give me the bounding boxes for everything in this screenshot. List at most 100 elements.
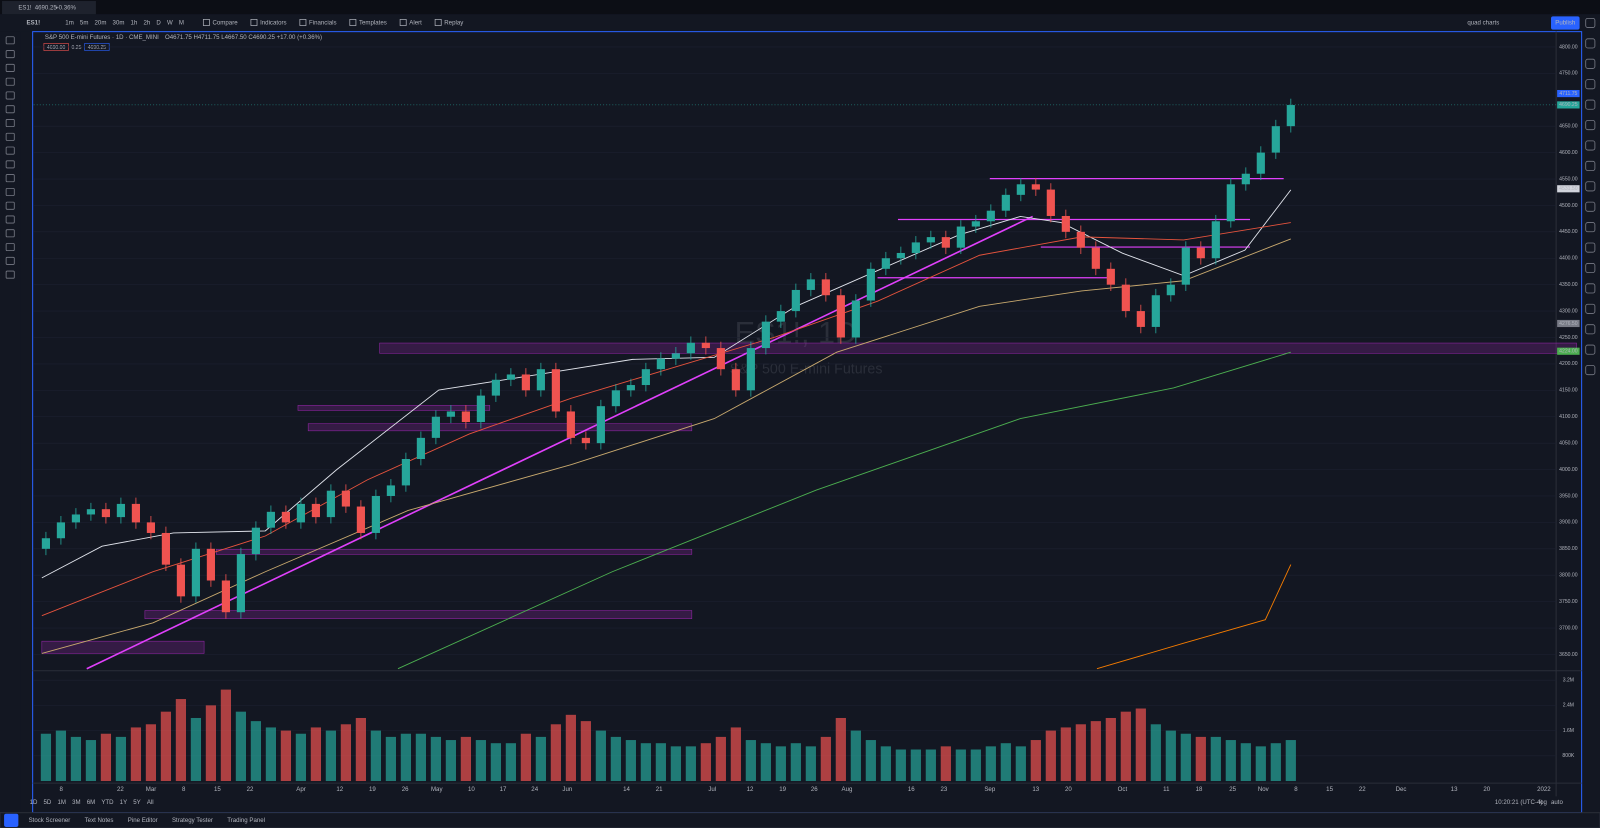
tool-icon[interactable] — [5, 229, 15, 238]
range-button[interactable]: All — [147, 799, 154, 806]
range-button[interactable]: 6M — [87, 799, 95, 806]
range-button[interactable]: 5Y — [133, 799, 140, 806]
toolbar-icon[interactable] — [250, 19, 258, 26]
interval[interactable]: 20m — [95, 20, 107, 27]
volume-bar — [730, 727, 741, 782]
time-label: 8 — [60, 786, 64, 793]
interval[interactable]: 1m — [65, 20, 73, 27]
toolbar-button[interactable]: Alert — [409, 20, 422, 27]
side-icon[interactable] — [1585, 140, 1596, 151]
range-button[interactable]: 1Y — [120, 799, 127, 806]
tool-icon[interactable] — [5, 132, 15, 141]
volume-bar — [340, 724, 351, 782]
tool-icon[interactable] — [5, 146, 15, 155]
side-icon[interactable] — [1585, 99, 1596, 110]
side-icon[interactable] — [1585, 242, 1596, 253]
volume-bar — [760, 743, 771, 782]
tool-icon[interactable] — [5, 174, 15, 183]
toolbar-button[interactable]: Replay — [444, 20, 464, 27]
publish-label[interactable]: Publish — [1555, 20, 1575, 27]
side-icon[interactable] — [1585, 344, 1596, 355]
bottom-tab[interactable]: Pine Editor — [128, 817, 158, 824]
toolbar-button[interactable]: Indicators — [260, 20, 286, 27]
interval[interactable]: M — [179, 20, 184, 27]
range-button[interactable]: 3M — [72, 799, 80, 806]
toolbar-button[interactable]: Templates — [359, 20, 387, 27]
interval[interactable]: 5m — [80, 20, 88, 27]
tool-icon[interactable] — [5, 105, 15, 114]
candle-body — [731, 369, 740, 391]
tool-icon[interactable] — [5, 50, 15, 59]
tool-icon[interactable] — [5, 187, 15, 196]
bottom-left-button[interactable] — [4, 813, 19, 827]
interval[interactable]: 2h — [143, 20, 150, 27]
range-button[interactable]: 1M — [57, 799, 65, 806]
toolbar-symbol[interactable]: ES1! — [27, 20, 41, 27]
bottom-tab[interactable]: Trading Panel — [227, 817, 265, 824]
scale-option[interactable]: log — [1539, 799, 1547, 806]
side-icon[interactable] — [1585, 324, 1596, 335]
interval[interactable]: 1h — [131, 20, 138, 27]
layout-name[interactable]: quad charts — [1467, 20, 1499, 27]
time-label: 26 — [811, 786, 818, 793]
side-icon[interactable] — [1585, 262, 1596, 274]
toolbar-icon[interactable] — [299, 19, 307, 26]
interval[interactable]: D — [156, 20, 161, 27]
tool-icon[interactable] — [5, 160, 15, 169]
toolbar-icon[interactable] — [349, 19, 357, 26]
tool-icon[interactable] — [5, 77, 15, 86]
side-icon[interactable] — [1585, 17, 1596, 28]
tool-icon[interactable] — [5, 243, 15, 252]
price-tag-label: 4276.50 — [1559, 321, 1578, 327]
toolbar-icon[interactable] — [399, 19, 407, 26]
side-icon[interactable] — [1585, 120, 1596, 131]
volume-bar — [310, 727, 321, 782]
toolbar-button[interactable]: Compare — [213, 20, 239, 27]
side-icon[interactable] — [1585, 222, 1596, 233]
time-label: 8 — [182, 786, 186, 793]
bottom-tab[interactable]: Stock Screener — [29, 817, 71, 824]
time-label: Dec — [1396, 786, 1407, 793]
side-icon[interactable] — [1585, 365, 1596, 376]
y-tick-label: 3900.00 — [1559, 520, 1578, 526]
tool-icon[interactable] — [5, 119, 15, 128]
bottom-tab[interactable]: Strategy Tester — [172, 817, 213, 824]
candle-body — [956, 226, 965, 248]
toolbar-icon[interactable] — [202, 19, 210, 26]
interval[interactable]: W — [167, 20, 173, 27]
candle-body — [1211, 221, 1220, 259]
tool-icon[interactable] — [5, 215, 15, 224]
side-icon[interactable] — [1585, 79, 1596, 90]
tool-icon[interactable] — [5, 36, 15, 45]
volume-bar — [460, 736, 471, 782]
side-icon[interactable] — [1585, 58, 1596, 69]
side-icon[interactable] — [1585, 303, 1596, 314]
candle-body — [581, 437, 590, 444]
bottom-tab[interactable]: Text Notes — [85, 817, 114, 824]
scale-option[interactable]: auto — [1551, 799, 1563, 806]
range-button[interactable]: YTD — [101, 799, 114, 806]
tool-icon[interactable] — [5, 256, 15, 265]
side-icon[interactable] — [1585, 201, 1596, 212]
volume-bar — [220, 689, 232, 782]
y-tick-label: 3950.00 — [1559, 493, 1578, 499]
interval[interactable]: 30m — [113, 20, 125, 27]
range-button[interactable]: 5D — [44, 799, 52, 806]
tool-icon[interactable] — [5, 270, 15, 279]
publish-button[interactable] — [1551, 16, 1580, 30]
tool-icon[interactable] — [5, 91, 15, 100]
tool-icon[interactable] — [5, 63, 15, 72]
browser-tab[interactable] — [2, 1, 96, 15]
side-icon[interactable] — [1585, 38, 1596, 49]
legend-title: S&P 500 E-mini Futures · 1D · CME_MINI — [45, 34, 159, 41]
side-icon[interactable] — [1585, 160, 1596, 171]
side-icon[interactable] — [1585, 283, 1596, 294]
y-tick-label: 3650.00 — [1559, 652, 1578, 658]
side-icon[interactable] — [1585, 181, 1596, 192]
time-label: Jul — [708, 786, 716, 793]
candle-body — [131, 503, 140, 523]
tool-icon[interactable] — [5, 201, 15, 210]
range-button[interactable]: 1D — [30, 799, 38, 806]
toolbar-button[interactable]: Financials — [309, 20, 337, 27]
toolbar-icon[interactable] — [434, 19, 442, 26]
